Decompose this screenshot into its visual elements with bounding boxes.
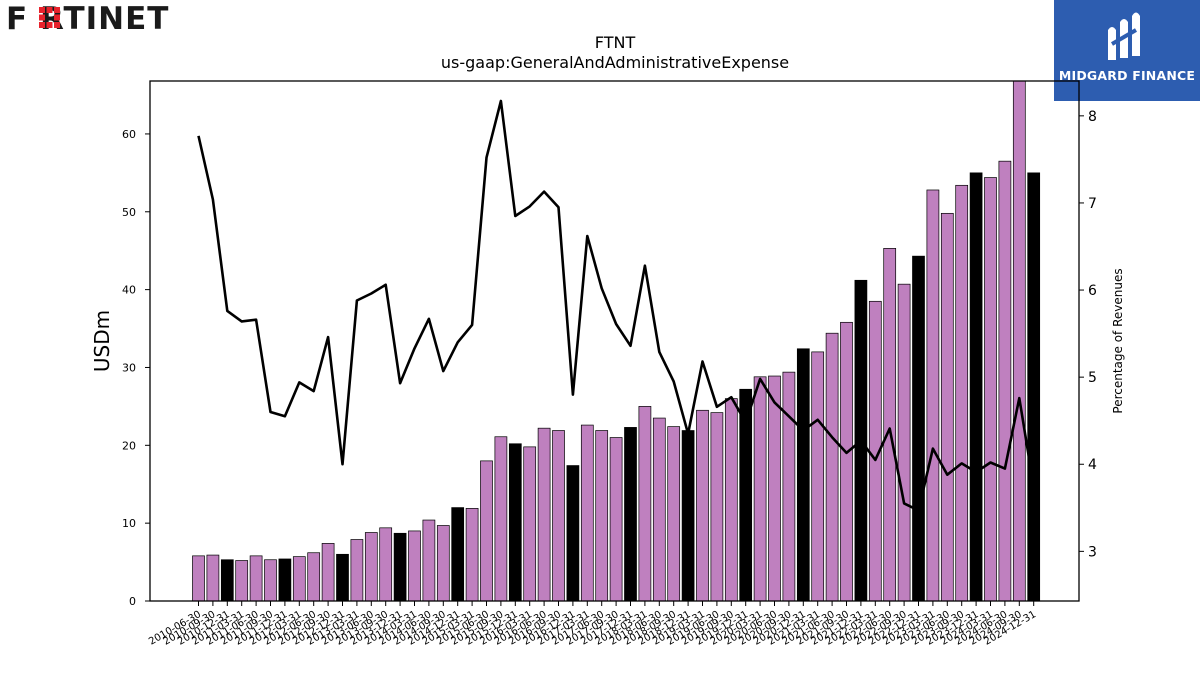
bar-2016-12-31 [566,465,580,602]
bar-2019-03-31 [696,409,709,602]
plot-frame [149,80,1080,602]
bar-2018-06-30 [652,417,666,602]
bar-2023-03-31 [926,189,940,602]
bar-2015-09-30 [494,436,508,602]
y2-tick-label-7: 7 [1088,196,1097,212]
bar-2018-09-30 [667,426,681,602]
bar-2010-09-30 [206,554,220,602]
bar-2021-09-30 [840,321,853,602]
bar-2021-03-31 [811,351,825,602]
bar-2011-03-31 [235,560,249,602]
y2-tick-label-4: 4 [1088,457,1097,473]
bar-2022-12-31 [912,255,925,602]
bar-2014-12-31 [451,507,465,602]
bar-2011-06-30 [249,555,263,602]
y-tick-label-50: 50 [122,206,136,219]
bar-2010-06-30 [192,555,205,602]
bar-2020-12-31 [796,348,810,602]
bar-2020-06-30 [768,375,781,602]
bar-2023-06-30 [940,212,954,602]
line-series-percentage-of-revenues [197,99,1035,512]
bar-2011-12-31 [278,558,292,602]
bar-2022-06-30 [883,248,897,602]
bar-2011-09-30 [264,559,277,602]
fortinet-logo-o-grid [39,7,60,28]
bar-2023-12-31 [969,172,983,602]
bars-group [192,80,1041,602]
midgard-logo-text: MIDGARD FINANCE [1058,68,1196,83]
midgard-finance-logo: MIDGARD FINANCE [1054,0,1200,101]
bar-2018-12-31 [681,430,695,602]
y-tick-label-10: 10 [122,517,136,530]
y-tick-label-60: 60 [122,128,136,141]
svg-text:F RTINET: F RTINET [6,2,169,36]
x-axis: 2010-06-302010-09-302010-12-312011-03-31… [147,601,1038,648]
bar-2015-06-30 [480,460,493,602]
bar-2020-09-30 [782,371,796,602]
bar-2014-03-31 [408,530,421,602]
bar-2012-06-30 [307,552,321,602]
y2-tick-label-6: 6 [1088,283,1097,299]
bar-2014-06-30 [422,519,436,602]
y2-tick-label-5: 5 [1088,370,1097,386]
bar-2013-09-30 [379,527,393,602]
bar-2010-12-31 [220,559,234,602]
midgard-logo-mark [1108,12,1140,60]
y-tick-label-0: 0 [129,595,136,608]
bar-2019-06-30 [710,412,724,602]
chart-title: FTNT [595,33,636,52]
bar-2015-12-31 [508,443,522,602]
y2-axis-label: Percentage of Revenues [1111,268,1125,413]
bar-2013-06-30 [364,532,378,602]
bar-2019-09-30 [724,398,738,602]
bar-2012-12-31 [336,553,349,602]
bar-2013-03-31 [350,539,364,602]
bar-2024-03-31 [984,177,997,602]
fortinet-logo-text: F RTINET [6,2,169,36]
fortinet-logo: F RTINET [6,2,169,36]
y2-axis: 3 4 5 6 7 8 [1079,109,1097,560]
bar-2022-09-30 [897,283,911,602]
y-axis: 0 10 20 30 40 50 60 [122,128,150,608]
y2-tick-label-3: 3 [1088,544,1097,560]
bar-2012-03-31 [292,556,306,602]
y-tick-label-40: 40 [122,284,136,297]
line-group [197,99,1035,512]
bar-2017-12-31 [624,427,637,602]
bar-2014-09-30 [436,525,450,602]
bar-2024-09-30 [1012,80,1026,602]
bar-2012-09-30 [321,543,335,602]
bar-2024-06-30 [998,160,1012,602]
bar-2016-09-30 [552,430,565,602]
bar-2020-03-31 [753,376,767,602]
bar-2015-03-31 [465,508,479,602]
bar-2013-12-31 [393,532,407,602]
y-tick-label-20: 20 [122,439,136,452]
bar-2017-03-31 [580,424,594,602]
bar-2024-12-31 [1027,172,1041,602]
bar-2016-03-31 [523,446,537,602]
y2-tick-label-8: 8 [1088,109,1097,125]
y-axis-label: USDm [90,310,114,372]
y-tick-label-30: 30 [122,361,136,374]
bar-2017-06-30 [595,430,609,602]
bar-2017-09-30 [609,437,623,602]
bar-2016-06-30 [537,427,551,602]
bar-2023-09-30 [955,184,969,602]
chart-subtitle: us-gaap:GeneralAndAdministrativeExpense [441,53,789,72]
bar-2018-03-31 [638,406,652,602]
bar-2021-06-30 [825,332,839,602]
